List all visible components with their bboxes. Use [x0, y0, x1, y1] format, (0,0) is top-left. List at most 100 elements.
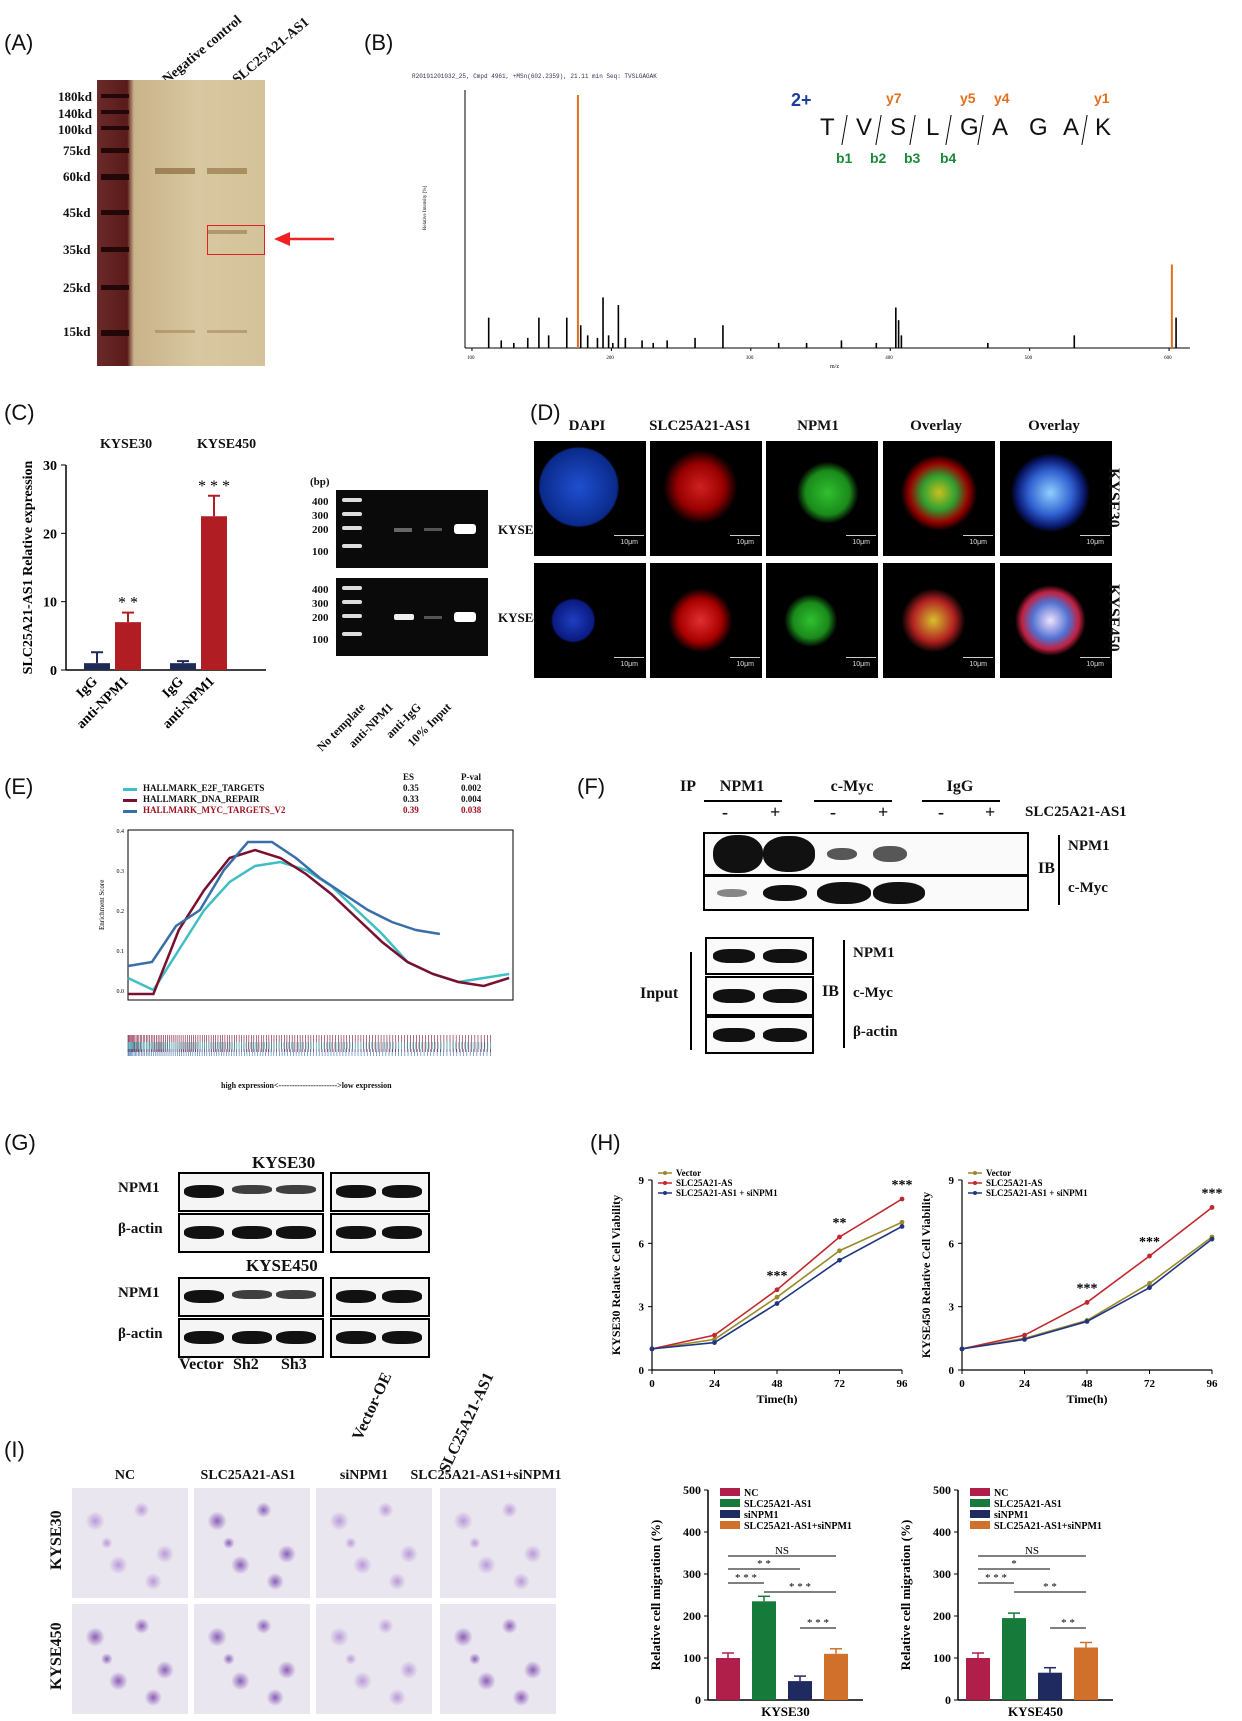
- gsea-enrichment-plot: 0.0 0.1 0.2 0.3 0.4 Enrichment Score: [98, 829, 514, 1056]
- blot-band: [763, 949, 807, 963]
- y-tick-label: 0.0: [117, 989, 125, 995]
- blot-row-label: NPM1: [118, 1285, 160, 1301]
- blot-band: [336, 1226, 376, 1239]
- ip-row-label: c-Myc: [1068, 880, 1108, 896]
- y-tick-label: 500: [683, 1483, 701, 1497]
- enrichment-line: [128, 848, 510, 996]
- y-tick-label: 20: [43, 527, 57, 542]
- legend-swatch: [720, 1510, 740, 1518]
- migration-column-label: siNPM1: [339, 1468, 389, 1483]
- bar: [824, 1653, 848, 1700]
- pval-header: P-val: [461, 772, 481, 782]
- red-arrow-icon: [274, 232, 336, 246]
- ip-blot-cmyc: [703, 875, 1029, 911]
- gel-bp-label: (bp): [310, 476, 330, 488]
- data-point: [1147, 1285, 1152, 1291]
- blot-lane-label: Sh2: [233, 1356, 259, 1373]
- comparison-label: * * *: [735, 1572, 757, 1584]
- blot-band: [873, 846, 907, 862]
- es-header: ES: [403, 772, 415, 782]
- input-row-label: NPM1: [853, 945, 895, 961]
- y-tick-label: 300: [683, 1567, 701, 1581]
- blot-band: [713, 835, 763, 873]
- ladder-band: [342, 632, 362, 636]
- input-blot: [705, 937, 814, 975]
- bar: [115, 622, 141, 670]
- fish-column-label: Overlay: [1028, 418, 1080, 434]
- b-ion-label: b3: [904, 150, 921, 166]
- migration-row-label: KYSE30: [48, 1510, 65, 1570]
- significance-label: * *: [118, 595, 138, 612]
- significance-label: ***: [1077, 1281, 1098, 1296]
- fish-column-label: SLC25A21-AS1: [649, 418, 751, 434]
- series-line: [961, 1206, 1213, 1350]
- y-tick-label: 9: [949, 1175, 955, 1187]
- legend-marker: [663, 1191, 667, 1195]
- fish-image: 10μm: [766, 563, 878, 678]
- ms-xtick-label: 200: [606, 356, 614, 361]
- data-point: [899, 1219, 905, 1225]
- data-point: [1209, 1205, 1215, 1210]
- data-point: [712, 1332, 717, 1338]
- bar: [752, 1601, 776, 1700]
- y-tick-label: 200: [933, 1609, 951, 1623]
- ip-blot-npm1: [703, 832, 1029, 876]
- scale-bar-label: 10μm: [1080, 657, 1110, 668]
- x-tick-label: 48: [1082, 1378, 1094, 1390]
- y-tick-label: 500: [933, 1483, 951, 1497]
- legend-label: Vector: [676, 1168, 701, 1178]
- comparison-label: * * *: [985, 1572, 1007, 1584]
- data-point: [1147, 1281, 1152, 1286]
- group-label-kyse30: KYSE30: [100, 437, 153, 452]
- y-tick-label: 9: [639, 1175, 645, 1187]
- legend-swatch: [123, 799, 137, 802]
- legend-swatch: [123, 810, 137, 813]
- gel-band: [424, 528, 442, 531]
- blot-band: [276, 1331, 316, 1344]
- b-ion-label: b4: [940, 150, 957, 166]
- migration-chart-kyse30: 0 100 200 300 400 500 Relative cell migration …: [648, 1483, 863, 1719]
- ladder-label: 100: [312, 546, 329, 558]
- ladder-band: [342, 526, 362, 530]
- panel-label-h: (H): [590, 1130, 621, 1155]
- marker-label: 35kd: [63, 242, 91, 257]
- panel-label-c: (C): [4, 400, 35, 425]
- bar: [966, 1658, 990, 1700]
- fish-image: 10μm: [1000, 441, 1112, 556]
- legend-label: SLC25A21-AS1+siNPM1: [744, 1521, 852, 1532]
- ladder-band: [342, 498, 362, 502]
- ms-ylabel: Relative Intensity [%]: [423, 186, 428, 230]
- fish-image: 10μm: [650, 563, 762, 678]
- legend-label: HALLMARK_DNA_REPAIR: [143, 794, 260, 804]
- x-axis-label: Time(h): [1066, 1392, 1107, 1406]
- comparison-label: * *: [757, 1558, 771, 1570]
- scale-bar-label: 10μm: [730, 657, 760, 668]
- legend-marker: [973, 1181, 977, 1185]
- migration-image: [72, 1488, 188, 1598]
- input-ib-label: IB: [822, 983, 839, 1000]
- legend-swatch: [970, 1521, 990, 1529]
- rip-gel-kyse450: [336, 578, 488, 656]
- x-tick-label: 48: [772, 1378, 784, 1390]
- comparison-label: NS: [775, 1545, 789, 1557]
- series-line: [651, 1221, 903, 1350]
- blot-band: [184, 1185, 224, 1198]
- panel-label-i: (I): [4, 1437, 25, 1462]
- y-tick-label: 10: [43, 596, 57, 611]
- y-tick-label: 6: [949, 1238, 955, 1250]
- sign-label: -: [722, 802, 728, 822]
- blot-band: [382, 1226, 422, 1239]
- y-tick-label: 400: [933, 1525, 951, 1539]
- ladder-band: [342, 614, 362, 618]
- significance-label: ***: [767, 1269, 788, 1284]
- y-tick-label: 0: [639, 1365, 645, 1377]
- legend-swatch: [970, 1499, 990, 1507]
- y-tick-label: 0: [949, 1365, 955, 1377]
- es-value: 0.33: [403, 794, 419, 804]
- gel-band: [454, 524, 476, 534]
- legend-label: SLC25A21-AS: [986, 1178, 1043, 1188]
- sign-label: +: [878, 802, 889, 822]
- y-axis-label: Enrichment Score: [98, 880, 106, 930]
- input-blot: [705, 1016, 814, 1054]
- y-ion-label: y4: [994, 90, 1010, 106]
